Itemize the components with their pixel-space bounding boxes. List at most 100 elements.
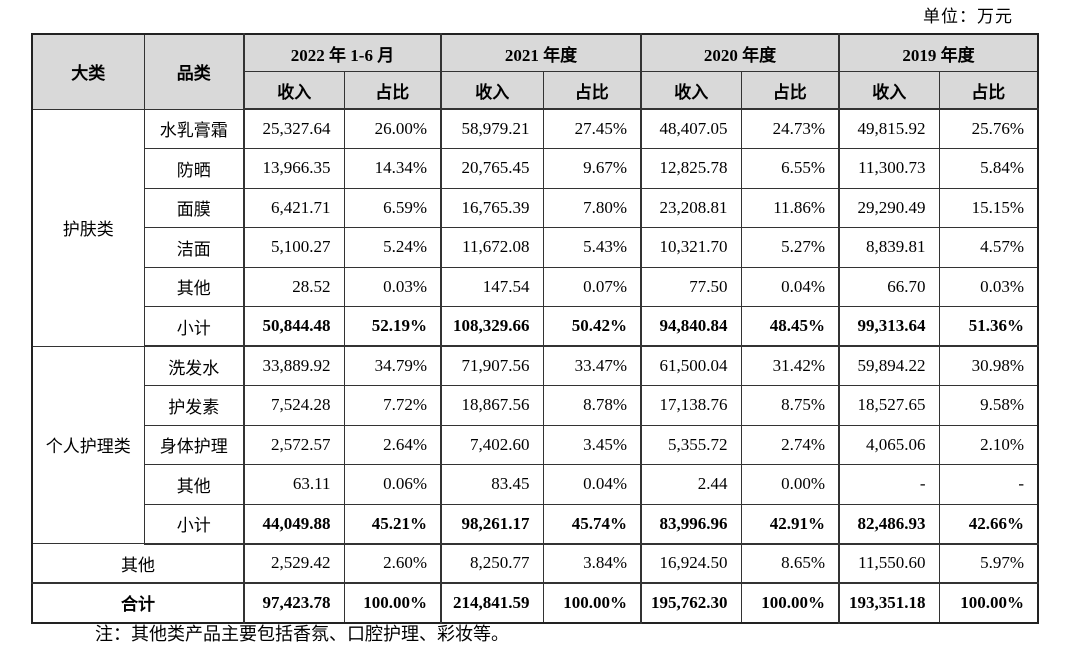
share-cell: 0.04% [740,266,840,307]
subcategory-cell: 小计 [143,306,245,347]
share-cell: 2.10% [938,424,1039,465]
revenue-cell: 193,351.18 [838,582,940,623]
revenue-cell: 7,402.60 [440,424,544,465]
subcategory-cell: 小计 [143,503,245,545]
share-cell: 4.57% [938,227,1039,268]
share-cell: 5.43% [542,227,642,268]
revenue-cell: 108,329.66 [440,306,544,347]
share-cell: 7.80% [542,187,642,228]
revenue-cell: 97,423.78 [243,582,345,623]
revenue-cell: 11,550.60 [838,543,940,584]
share-cell: 45.21% [343,503,442,545]
revenue-cell: 2.44 [640,464,742,505]
table-header: 大类 品类 2022 年 1-6 月 2021 年度 2020 年度 2019 … [31,33,1039,110]
share-cell: 8.78% [542,385,642,426]
subcategory-cell: 身体护理 [143,424,245,465]
revenue-cell: 77.50 [640,266,742,307]
header-period-2020: 2020 年度 [640,33,840,72]
table-row: 护肤类 水乳膏霜 25,327.64 26.00% 58,979.21 27.45% 48,… [31,108,1039,347]
share-cell: 2.60% [343,543,442,584]
share-cell: 8.65% [740,543,840,584]
table-row: 小计 44,049.88 45.21% 98,261.17 45.74% 83,996.9… [32,503,1039,545]
revenue-cell: 18,867.56 [440,385,544,426]
revenue-cell: 49,815.92 [838,108,940,149]
share-cell: 6.55% [740,148,840,189]
revenue-cell: 7,524.28 [243,385,345,426]
table-body: 护肤类 水乳膏霜 25,327.64 26.00% 58,979.21 27.45% 48,… [31,108,1039,623]
header-share-2021: 占比 [542,71,642,110]
subcategory-cell: 洁面 [143,227,245,268]
subcategory-cell: 防晒 [143,148,245,189]
table-row: 防晒 13,966.35 14.34% 20,765.45 9.67% 12,825.78… [32,148,1039,189]
revenue-cell: 48,407.05 [640,108,742,149]
revenue-cell: - [838,464,940,505]
share-cell: 6.59% [343,187,442,228]
revenue-table-container: 大类 品类 2022 年 1-6 月 2021 年度 2020 年度 2019 … [31,33,1040,624]
revenue-cell: 2,529.42 [243,543,345,584]
revenue-cell: 82,486.93 [838,503,940,545]
share-cell: 51.36% [938,306,1039,347]
revenue-cell: 6,421.71 [243,187,345,228]
revenue-cell: 5,355.72 [640,424,742,465]
share-cell: 42.66% [938,503,1039,545]
category-cell: 个人护理类 [31,345,145,544]
share-cell: - [938,464,1039,505]
header-row-measures: 收入 占比 收入 占比 收入 占比 收入 占比 [32,71,1039,110]
revenue-cell: 11,672.08 [440,227,544,268]
revenue-cell: 20,765.45 [440,148,544,189]
header-row-periods: 大类 品类 2022 年 1-6 月 2021 年度 2020 年度 2019 … [31,33,1039,110]
header-period-2021: 2021 年度 [440,33,642,72]
share-cell: 0.04% [542,464,642,505]
revenue-cell: 66.70 [838,266,940,307]
revenue-cell: 33,889.92 [243,345,345,386]
header-period-2019: 2019 年度 [838,33,1039,72]
share-cell: 31.42% [740,345,840,386]
share-cell: 100.00% [938,582,1039,623]
share-cell: 7.72% [343,385,442,426]
table-row: 洁面 5,100.27 5.24% 11,672.08 5.43% 10,321.70 5.… [32,227,1039,268]
share-cell: 50.42% [542,306,642,347]
revenue-cell: 83.45 [440,464,544,505]
subcategory-cell: 面膜 [143,187,245,228]
share-cell: 52.19% [343,306,442,347]
revenue-cell: 214,841.59 [440,582,544,623]
subcategory-cell: 水乳膏霜 [143,108,245,149]
share-cell: 45.74% [542,503,642,545]
revenue-cell: 50,844.48 [243,306,345,347]
header-subcategory: 品类 [143,33,245,110]
subcategory-cell: 其他 [143,266,245,307]
unit-label: 单位：万元 [923,7,1013,26]
share-cell: 0.06% [343,464,442,505]
revenue-cell: 4,065.06 [838,424,940,465]
share-cell: 27.45% [542,108,642,149]
header-period-2022: 2022 年 1-6 月 [242,33,442,72]
share-cell: 5.27% [740,227,840,268]
subcategory-cell: 护发素 [143,385,245,426]
share-cell: 0.03% [343,266,442,307]
revenue-cell: 29,290.49 [838,187,940,228]
share-cell: 5.84% [938,148,1039,189]
revenue-by-category-table: 大类 品类 2022 年 1-6 月 2021 年度 2020 年度 2019 … [31,33,1040,624]
share-cell: 3.84% [542,543,642,584]
revenue-cell: 99,313.64 [838,306,940,347]
share-cell: 48.45% [740,306,840,347]
share-cell: 26.00% [343,108,442,149]
total-row-label: 合计 [31,582,245,623]
revenue-cell: 59,894.22 [838,345,940,386]
share-cell: 25.76% [938,108,1039,149]
share-cell: 2.64% [343,424,442,465]
header-revenue-2019: 收入 [838,71,940,110]
table-row: 个人护理类 洗发水 33,889.92 34.79% 71,907.56 33.47% 61… [31,345,1039,544]
share-cell: 0.03% [938,266,1039,307]
other-row-label: 其他 [31,543,245,584]
table-row: 其他 2,529.42 2.60% 8,250.77 3.84% 16,924.50 8.6… [31,543,1039,584]
share-cell: 33.47% [542,345,642,386]
revenue-cell: 17,138.76 [640,385,742,426]
share-cell: 9.67% [542,148,642,189]
share-cell: 30.98% [938,345,1039,386]
revenue-cell: 63.11 [243,464,345,505]
share-cell: 11.86% [740,187,840,228]
share-cell: 0.07% [542,266,642,307]
table-row: 其他 28.52 0.03% 147.54 0.07% 77.50 0.04% 66.70 0.… [32,266,1039,307]
share-cell: 5.24% [343,227,442,268]
